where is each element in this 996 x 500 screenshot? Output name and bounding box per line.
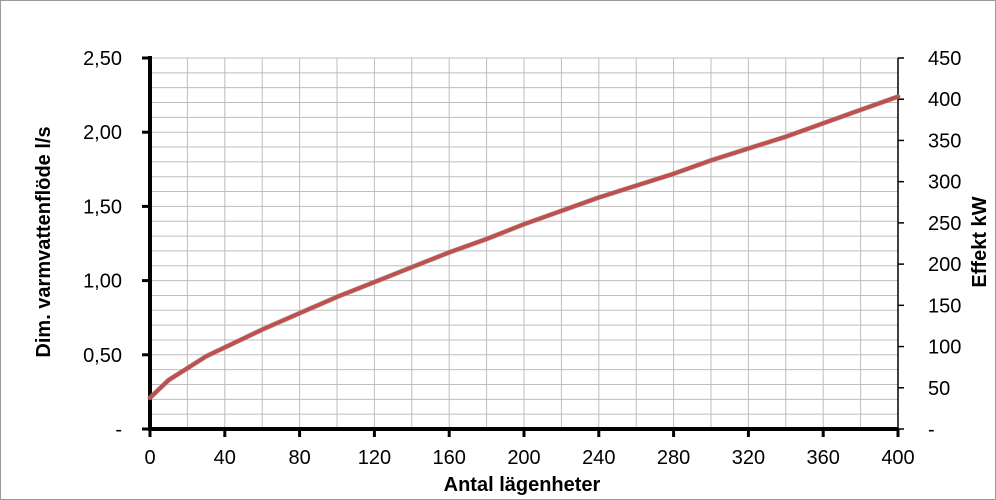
y2-tick-label: 300 [928,172,961,194]
x-axis-title: Antal lägenheter [444,474,601,496]
series [147,94,901,401]
x-tick-label: 360 [807,447,840,469]
series-line [148,94,900,400]
x-tick-label: 120 [358,447,391,469]
x-tick-label: 320 [732,447,765,469]
y2-tick-label: 400 [928,89,961,111]
y-tick-label: 2,00 [83,122,122,144]
y-tick-label: 1,00 [83,271,122,293]
y-axis-title: Dim. varmvattenflöde l/s [33,126,55,357]
y2-tick-label: 150 [928,295,961,317]
x-tick-label: 280 [657,447,690,469]
y2-tick-label: - [928,419,935,441]
grid-lines [150,57,899,429]
x-tick-label: 160 [433,447,466,469]
x-tick-label: 400 [881,447,914,469]
y-tick-label: 2,50 [83,48,122,70]
x-tick-label: 200 [507,447,540,469]
y-tick-label: 1,50 [83,196,122,218]
axes [142,56,904,437]
y2-tick-label: 250 [928,213,961,235]
y2-tick-label: 100 [928,337,961,359]
x-tick-label: 0 [144,447,155,469]
y2-tick-label: 350 [928,130,961,152]
y-tick-label: 0,50 [83,345,122,367]
x-tick-label: 240 [582,447,615,469]
y-tick-label: - [115,419,122,441]
y2-axis-title: Effekt kW [969,196,991,287]
tick-labels: 0 40 80 120 160 200 240 280 320 360 400-0,501,001,… [83,48,961,469]
y2-tick-label: 450 [928,48,961,70]
x-tick-label: 80 [288,447,310,469]
x-tick-label: 40 [214,447,236,469]
y2-tick-label: 50 [928,378,950,400]
y2-tick-label: 200 [928,254,961,276]
